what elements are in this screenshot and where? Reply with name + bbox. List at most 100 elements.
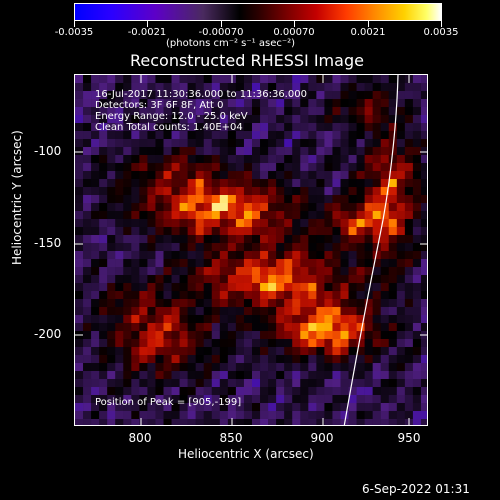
- image-pixel: [340, 259, 349, 268]
- image-pixel: [131, 227, 140, 236]
- image-pixel: [179, 251, 188, 260]
- image-pixel: [187, 395, 196, 404]
- image-pixel: [380, 291, 389, 300]
- image-pixel: [364, 115, 373, 124]
- image-pixel: [252, 155, 261, 164]
- image-pixel: [308, 139, 317, 148]
- image-pixel: [107, 267, 116, 276]
- image-pixel: [284, 99, 293, 108]
- image-pixel: [380, 323, 389, 332]
- image-pixel: [420, 171, 427, 180]
- image-pixel: [75, 75, 84, 84]
- image-pixel: [276, 339, 285, 348]
- image-pixel: [83, 147, 92, 156]
- image-pixel: [75, 291, 84, 300]
- overlay-line-1: 16-Jul-2017 11:30:36.000 to 11:36:36.000: [95, 89, 307, 100]
- image-pixel: [332, 307, 341, 316]
- image-pixel: [187, 403, 196, 412]
- image-pixel: [284, 163, 293, 172]
- image-pixel: [380, 235, 389, 244]
- image-pixel: [300, 259, 309, 268]
- image-pixel: [388, 123, 398, 132]
- image-pixel: [372, 131, 381, 140]
- image-pixel: [171, 107, 180, 116]
- image-pixel: [316, 243, 325, 252]
- image-pixel: [171, 371, 180, 380]
- image-pixel: [75, 315, 84, 324]
- image-pixel: [131, 387, 140, 396]
- image-pixel: [123, 323, 132, 332]
- image-pixel: [308, 131, 317, 140]
- image-pixel: [139, 99, 148, 108]
- image-pixel: [123, 387, 132, 396]
- image-pixel: [91, 331, 100, 340]
- image-pixel: [260, 235, 269, 244]
- image-pixel: [276, 115, 285, 124]
- image-pixel: [91, 371, 100, 380]
- image-pixel: [195, 115, 204, 124]
- image-pixel: [235, 355, 245, 364]
- image-pixel: [75, 171, 84, 180]
- image-pixel: [219, 259, 229, 268]
- image-pixel: [324, 219, 333, 228]
- image-pixel: [420, 259, 427, 268]
- image-pixel: [195, 411, 204, 420]
- image-pixel: [147, 323, 156, 332]
- image-pixel: [324, 251, 333, 260]
- image-pixel: [324, 171, 333, 180]
- image-pixel: [123, 403, 132, 412]
- image-pixel: [227, 283, 237, 292]
- image-pixel: [332, 139, 341, 148]
- image-pixel: [203, 243, 212, 252]
- image-pixel: [139, 131, 148, 140]
- image-pixel: [171, 235, 180, 244]
- image-pixel: [372, 355, 381, 364]
- image-pixel: [364, 155, 373, 164]
- image-pixel: [243, 299, 253, 308]
- image-pixel: [252, 419, 261, 425]
- image-pixel: [123, 347, 132, 356]
- image-pixel: [364, 195, 373, 204]
- image-pixel: [372, 195, 381, 204]
- image-pixel: [147, 331, 156, 340]
- image-pixel: [235, 155, 245, 164]
- image-pixel: [243, 171, 253, 180]
- image-pixel: [155, 355, 164, 364]
- image-pixel: [404, 259, 414, 268]
- image-pixel: [340, 395, 349, 404]
- image-pixel: [99, 379, 108, 388]
- image-pixel: [139, 187, 148, 196]
- image-pixel: [171, 139, 180, 148]
- image-pixel: [163, 139, 172, 148]
- image-pixel: [372, 171, 381, 180]
- image-pixel: [211, 203, 221, 212]
- image-pixel: [268, 371, 277, 380]
- image-pixel: [203, 307, 212, 316]
- image-pixel: [235, 235, 245, 244]
- image-pixel: [99, 203, 108, 212]
- image-pixel: [284, 251, 293, 260]
- image-pixel: [147, 171, 156, 180]
- image-pixel: [243, 339, 253, 348]
- image-pixel: [131, 347, 140, 356]
- image-pixel: [332, 243, 341, 252]
- image-pixel: [412, 147, 422, 156]
- image-pixel: [260, 291, 269, 300]
- image-pixel: [396, 107, 406, 116]
- image-pixel: [364, 139, 373, 148]
- image-pixel: [388, 235, 398, 244]
- image-pixel: [380, 251, 389, 260]
- image-pixel: [171, 179, 180, 188]
- image-pixel: [260, 307, 269, 316]
- image-pixel: [292, 115, 301, 124]
- image-pixel: [211, 355, 221, 364]
- image-pixel: [276, 227, 285, 236]
- image-pixel: [316, 107, 325, 116]
- image-pixel: [284, 227, 293, 236]
- image-pixel: [211, 275, 221, 284]
- image-pixel: [195, 307, 204, 316]
- image-pixel: [171, 299, 180, 308]
- image-pixel: [195, 331, 204, 340]
- image-pixel: [404, 155, 414, 164]
- image-pixel: [163, 387, 172, 396]
